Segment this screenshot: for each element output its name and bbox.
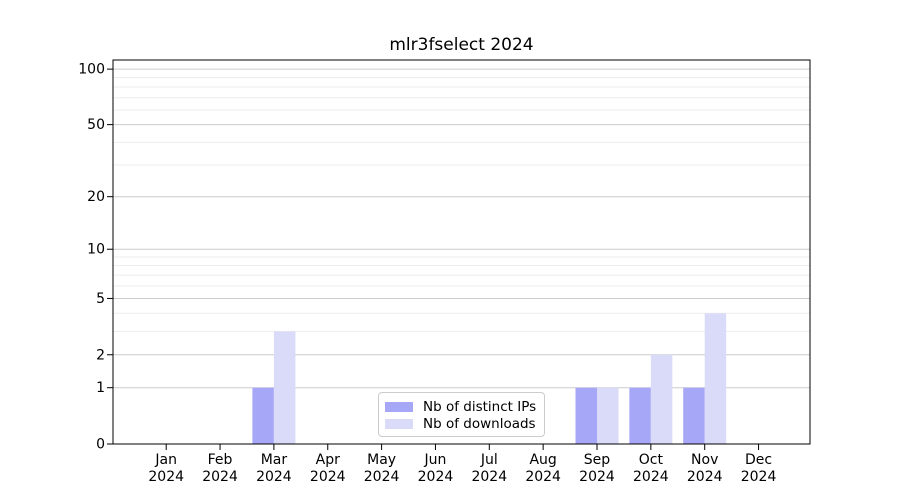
chart-title: mlr3fselect 2024 bbox=[389, 35, 534, 55]
x-tick-label-month: Oct bbox=[639, 452, 664, 468]
y-tick-label: 100 bbox=[78, 62, 105, 78]
bar-oct-distinct-ips bbox=[629, 387, 651, 444]
x-tick-label-month: Jul bbox=[480, 452, 498, 468]
legend: Nb of distinct IPs Nb of downloads bbox=[378, 392, 545, 437]
plot-border bbox=[112, 59, 811, 445]
x-tick-label-year: 2024 bbox=[471, 469, 507, 485]
bar-mar-distinct-ips bbox=[252, 387, 274, 444]
x-tick-label-month: Aug bbox=[529, 452, 556, 468]
x-tick-label-month: Sep bbox=[584, 452, 611, 468]
x-tick-label-year: 2024 bbox=[310, 469, 346, 485]
x-tick-label-year: 2024 bbox=[148, 469, 184, 485]
y-tick-label: 5 bbox=[96, 291, 105, 307]
x-tick-label-year: 2024 bbox=[687, 469, 723, 485]
y-tick-label: 50 bbox=[87, 117, 105, 133]
bar-oct-downloads bbox=[650, 354, 673, 444]
legend-label-downloads: Nb of downloads bbox=[423, 415, 536, 432]
y-tick-label: 1 bbox=[96, 380, 105, 396]
y-tick-label: 20 bbox=[87, 189, 105, 205]
x-tick-label-month: Jan bbox=[154, 452, 177, 468]
x-tick-label-month: Feb bbox=[208, 452, 233, 468]
bar-sep-downloads bbox=[597, 387, 619, 444]
x-tick-label-month: Dec bbox=[745, 452, 772, 468]
legend-label-distinct-ips: Nb of distinct IPs bbox=[423, 398, 537, 415]
x-tick-label-year: 2024 bbox=[741, 469, 777, 485]
bar-nov-downloads bbox=[704, 313, 727, 444]
x-tick-label-year: 2024 bbox=[418, 469, 454, 485]
x-tick-label-month: Jun bbox=[424, 452, 447, 468]
x-tick-label-month: May bbox=[367, 452, 396, 468]
y-tick-label: 0 bbox=[96, 437, 105, 453]
bar-sep-distinct-ips bbox=[575, 387, 597, 444]
legend-item-downloads: Nb of downloads bbox=[385, 415, 537, 432]
x-tick-label-month: Apr bbox=[316, 452, 340, 468]
x-tick-label-year: 2024 bbox=[202, 469, 238, 485]
x-tick-label-month: Nov bbox=[691, 452, 718, 468]
bar-nov-distinct-ips bbox=[683, 387, 705, 444]
x-tick-label-year: 2024 bbox=[579, 469, 615, 485]
x-tick-label-year: 2024 bbox=[633, 469, 669, 485]
bar-mar-downloads bbox=[273, 331, 296, 444]
x-tick-label-year: 2024 bbox=[256, 469, 292, 485]
x-tick-label-year: 2024 bbox=[364, 469, 400, 485]
y-tick-label: 10 bbox=[87, 242, 105, 258]
x-tick-label-month: Mar bbox=[261, 452, 288, 468]
x-tick-label-year: 2024 bbox=[525, 469, 561, 485]
y-tick-label: 2 bbox=[96, 347, 105, 363]
legend-item-distinct-ips: Nb of distinct IPs bbox=[385, 398, 537, 415]
legend-swatch-downloads-icon bbox=[385, 418, 413, 429]
legend-swatch-distinct-ips-icon bbox=[385, 401, 413, 412]
